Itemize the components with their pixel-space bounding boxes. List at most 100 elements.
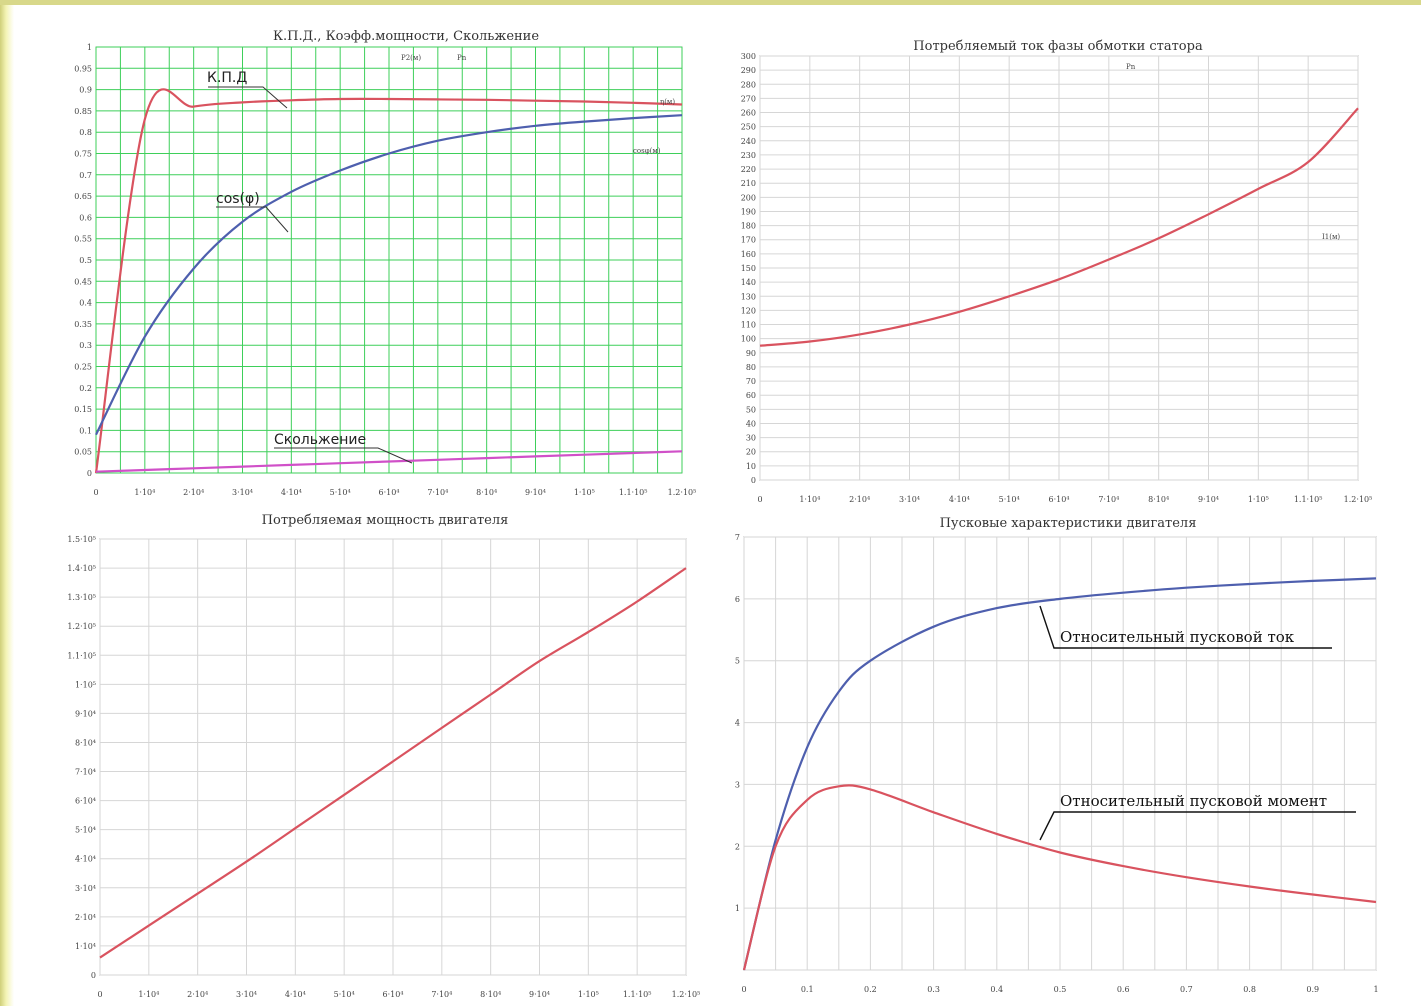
y-tick-label: 0.7: [79, 171, 92, 180]
x-tick-label: 0: [741, 985, 746, 994]
y-tick-label: 200: [741, 193, 756, 202]
chart-input-power-y-ticks: 0 1·10⁴ 2·10⁴ 3·10⁴ 4·10⁴ 5·10⁴ 6·10⁴ 7·10⁴ 8·10…: [67, 535, 96, 980]
x-tick-label: 1.2·10⁵: [668, 488, 697, 497]
y-tick-label: 0: [87, 469, 92, 478]
x-tick-label: 1: [1373, 985, 1378, 994]
chart-input-power-series: [99, 567, 687, 959]
y-tick-label: 30: [746, 434, 756, 443]
y-tick-label: 0.65: [74, 192, 92, 201]
chart-starting-x-ticks: 0 0.1 0.2 0.3 0.4 0.5 0.6 0.7 0.8 0.9 1: [741, 985, 1378, 994]
y-tick-label: 160: [741, 250, 756, 259]
x-tick-label: 9·10⁴: [529, 990, 550, 999]
x-tick-label: 5·10⁴: [999, 495, 1020, 504]
y-tick-label: 210: [741, 179, 756, 188]
y-tick-label: 1.3·10⁵: [67, 593, 96, 602]
y-tick-label: 0.9: [79, 86, 92, 95]
chart-input-power-x-ticks: 0 1·10⁴ 2·10⁴ 3·10⁴ 4·10⁴ 5·10⁴ 6·10⁴ 7·10⁴ 8·10…: [97, 990, 700, 999]
x-tick-label: 9·10⁴: [1198, 495, 1219, 504]
y-tick-label: 180: [741, 222, 756, 231]
y-tick-label: 120: [741, 306, 756, 315]
y-tick-label: 8·10⁴: [75, 738, 96, 747]
x-tick-label: 0.8: [1243, 985, 1256, 994]
y-tick-label: 5: [735, 657, 740, 666]
y-tick-label: 290: [741, 66, 756, 75]
y-tick-label: 70: [746, 377, 756, 386]
x-tick-label: 0.5: [1054, 985, 1067, 994]
y-tick-label: 1.5·10⁵: [67, 535, 96, 544]
y-tick-label: 100: [741, 335, 756, 344]
chart-efficiency-x-ticks: 0 1·10⁴ 2·10⁴ 3·10⁴ 4·10⁴ 5·10⁴ 6·10⁴ 7·10⁴ 8·10…: [93, 488, 696, 497]
x-tick-label: 7·10⁴: [431, 990, 452, 999]
y-tick-label: 7: [735, 533, 740, 542]
y-tick-label: 20: [746, 448, 756, 457]
y-tick-label: 0: [751, 476, 756, 485]
x-tick-label: 5·10⁴: [334, 990, 355, 999]
chart-efficiency-title: К.П.Д., Коэфф.мощности, Скольжение: [273, 29, 539, 44]
cos-callout-line: [216, 206, 289, 233]
x-tick-label: 3·10⁴: [899, 495, 920, 504]
y-tick-label: 4·10⁴: [75, 855, 96, 864]
chart-efficiency-cos-end-label: cosφ(м): [633, 147, 661, 155]
x-tick-label: 0.2: [864, 985, 877, 994]
y-tick-label: 110: [741, 321, 756, 330]
x-tick-label: 1.1·10⁵: [1294, 495, 1323, 504]
series-line-2: [95, 114, 683, 436]
x-tick-label: 8·10⁴: [476, 488, 497, 497]
y-tick-label: 0.3: [79, 341, 92, 350]
x-tick-label: 0: [93, 488, 98, 497]
kpd-label: К.П.Д: [207, 70, 247, 86]
series-line-2: [742, 784, 1377, 971]
current-callout-label: Относительный пусковой ток: [1060, 628, 1295, 646]
y-tick-label: 0.95: [74, 64, 92, 73]
x-tick-label: 6·10⁴: [382, 990, 403, 999]
chart-stator-current-series: [759, 107, 1359, 347]
chart-stator-current-x-ticks: 0 1·10⁴ 2·10⁴ 3·10⁴ 4·10⁴ 5·10⁴ 6·10⁴ 7·10⁴ 8·10…: [757, 495, 1372, 504]
y-tick-label: 1: [735, 904, 740, 913]
series-line-1: [759, 107, 1359, 347]
x-tick-label: 1.2·10⁵: [1344, 495, 1373, 504]
chart-stator-current: 0 10 20 30 40 50 60 70 80 90 100 110 120 130 140 150 160…: [741, 39, 1373, 504]
x-tick-label: 9·10⁴: [525, 488, 546, 497]
slip-callout-line: [274, 447, 413, 464]
y-tick-label: 0.2: [79, 384, 92, 393]
y-tick-label: 7·10⁴: [75, 768, 96, 777]
x-tick-label: 2·10⁴: [849, 495, 870, 504]
x-tick-label: 7·10⁴: [1098, 495, 1119, 504]
x-tick-label: 1·10⁵: [578, 990, 599, 999]
chart-efficiency: 0 0.05 0.1 0.15 0.2 0.25 0.3 0.35 0.4 0.45 0.5 0.55…: [74, 29, 696, 497]
chart-input-power-grid: [99, 538, 687, 976]
x-tick-label: 0.7: [1180, 985, 1193, 994]
x-tick-label: 6·10⁴: [1048, 495, 1069, 504]
kpd-callout-line: [208, 86, 288, 109]
y-tick-label: 0.6: [79, 213, 92, 222]
x-tick-label: 1·10⁵: [574, 488, 595, 497]
y-tick-label: 240: [741, 137, 756, 146]
y-tick-label: 2·10⁴: [75, 913, 96, 922]
chart-starting-grid: [743, 536, 1377, 971]
chart-stator-current-grid: [759, 55, 1359, 481]
chart-efficiency-eta-end-label: η(м): [660, 98, 675, 106]
y-tick-label: 0.85: [74, 107, 92, 116]
y-tick-label: 40: [746, 419, 756, 428]
y-tick-label: 260: [741, 109, 756, 118]
series-line-1: [99, 567, 687, 959]
moment-callout-label: Относительный пусковой момент: [1060, 792, 1327, 810]
y-tick-label: 0.5: [79, 256, 92, 265]
x-tick-label: 1.1·10⁵: [623, 990, 652, 999]
y-tick-label: 3·10⁴: [75, 884, 96, 893]
y-tick-label: 2: [735, 842, 740, 851]
y-tick-label: 80: [746, 363, 756, 372]
y-tick-label: 6: [735, 595, 740, 604]
chart-efficiency-header-p2: P2(м): [401, 54, 421, 62]
y-tick-label: 250: [741, 123, 756, 132]
x-tick-label: 1·10⁴: [799, 495, 820, 504]
x-tick-label: 1.1·10⁵: [619, 488, 648, 497]
x-tick-label: 3·10⁴: [236, 990, 257, 999]
y-tick-label: 6·10⁴: [75, 797, 96, 806]
y-tick-label: 130: [741, 292, 756, 301]
chart-efficiency-y-ticks: 0 0.05 0.1 0.15 0.2 0.25 0.3 0.35 0.4 0.45 0.5 0.55…: [74, 43, 92, 478]
x-tick-label: 2·10⁴: [187, 990, 208, 999]
chart-efficiency-header-pn: Pn: [457, 54, 467, 62]
x-tick-label: 1·10⁴: [134, 488, 155, 497]
